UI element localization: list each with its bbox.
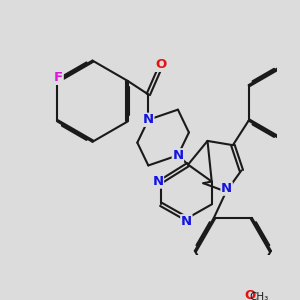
Text: O: O <box>155 58 167 71</box>
Text: N: N <box>221 182 232 195</box>
Text: CH₃: CH₃ <box>249 292 268 300</box>
Text: N: N <box>172 149 184 162</box>
Text: N: N <box>181 215 192 228</box>
Text: O: O <box>244 289 256 300</box>
Text: N: N <box>152 175 164 188</box>
Text: N: N <box>143 113 154 126</box>
Text: F: F <box>54 71 63 84</box>
